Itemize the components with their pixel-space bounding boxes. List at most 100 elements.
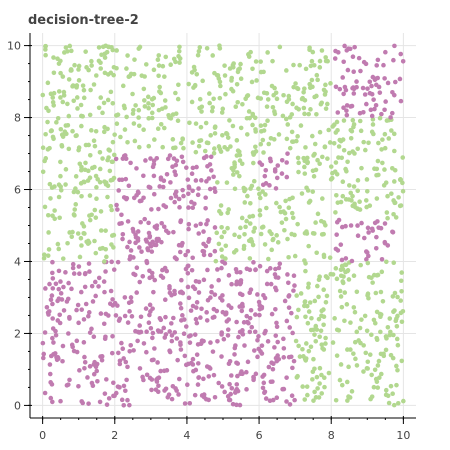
- scatter-point: [343, 87, 349, 93]
- scatter-point: [326, 127, 332, 133]
- scatter-point: [319, 372, 324, 378]
- scatter-point: [134, 166, 139, 171]
- scatter-point: [242, 200, 248, 205]
- scatter-point: [190, 165, 196, 171]
- scatter-point: [60, 358, 65, 364]
- scatter-point: [330, 170, 335, 176]
- scatter-point: [225, 327, 231, 332]
- scatter-point: [257, 195, 263, 201]
- scatter-point: [220, 259, 225, 264]
- scatter-point: [309, 77, 315, 83]
- scatter-point: [306, 243, 311, 249]
- scatter-point: [79, 164, 84, 170]
- scatter-point: [376, 84, 382, 90]
- scatter-point: [57, 312, 63, 318]
- scatter-point: [119, 340, 124, 346]
- scatter-point: [333, 160, 339, 165]
- scatter-point: [47, 371, 53, 377]
- scatter-point: [161, 325, 167, 331]
- scatter-point: [249, 324, 255, 330]
- scatter-point: [203, 195, 208, 200]
- scatter-point: [317, 58, 323, 64]
- scatter-point: [70, 229, 75, 235]
- scatter-point: [194, 320, 200, 326]
- scatter-point: [87, 112, 93, 118]
- scatter-point: [270, 104, 276, 110]
- scatter-point: [351, 351, 356, 356]
- scatter-point: [382, 167, 387, 172]
- scatter-point: [318, 328, 324, 334]
- scatter-point: [284, 99, 290, 105]
- scatter-point: [73, 174, 79, 179]
- scatter-point: [223, 243, 229, 249]
- scatter-point: [237, 402, 243, 408]
- scatter-point: [229, 78, 234, 83]
- scatter-point: [60, 99, 66, 105]
- scatter-point: [111, 245, 116, 250]
- scatter-point: [211, 174, 216, 180]
- scatter-point: [379, 371, 384, 377]
- scatter-point: [193, 121, 199, 126]
- scatter-point: [290, 101, 295, 107]
- scatter-point: [290, 330, 295, 336]
- scatter-point: [392, 200, 398, 205]
- scatter-point: [176, 376, 182, 382]
- scatter-point: [155, 126, 161, 132]
- scatter-point: [158, 177, 164, 182]
- scatter-point: [102, 70, 108, 76]
- scatter-point: [263, 328, 268, 334]
- scatter-point: [95, 177, 100, 182]
- scatter-point: [312, 332, 317, 337]
- scatter-point: [48, 353, 54, 359]
- scatter-point: [285, 272, 290, 277]
- scatter-point: [333, 266, 339, 271]
- scatter-point: [391, 332, 396, 338]
- scatter-point: [196, 48, 202, 54]
- scatter-point: [253, 312, 258, 317]
- scatter-point: [344, 302, 350, 307]
- scatter-point: [158, 329, 164, 334]
- scatter-point: [178, 301, 183, 306]
- scatter-point: [378, 289, 384, 295]
- scatter-point: [144, 372, 150, 378]
- scatter-point: [258, 141, 264, 147]
- scatter-point: [341, 91, 346, 97]
- scatter-point: [87, 193, 93, 198]
- scatter-point: [137, 245, 142, 250]
- scatter-point: [149, 387, 154, 393]
- scatter-point: [196, 375, 202, 380]
- scatter-point: [211, 306, 217, 312]
- scatter-point: [125, 397, 130, 403]
- scatter-point: [193, 305, 199, 310]
- scatter-point: [300, 346, 305, 352]
- scatter-point: [153, 387, 159, 392]
- scatter-point: [273, 333, 279, 338]
- scatter-point: [264, 205, 269, 211]
- y-tick-label: 6: [14, 184, 21, 197]
- scatter-point: [122, 127, 128, 132]
- scatter-point: [338, 294, 344, 299]
- scatter-point: [358, 340, 363, 346]
- scatter-point: [118, 134, 123, 140]
- scatter-point: [263, 192, 268, 197]
- scatter-point: [354, 363, 360, 368]
- scatter-point: [369, 372, 374, 378]
- scatter-point: [121, 103, 127, 109]
- scatter-point: [310, 377, 315, 382]
- scatter-point: [346, 394, 351, 399]
- scatter-point: [253, 267, 258, 273]
- scatter-point: [336, 328, 342, 333]
- scatter-point: [248, 186, 253, 191]
- scatter-point: [125, 53, 130, 58]
- scatter-point: [117, 221, 122, 227]
- scatter-point: [303, 268, 308, 274]
- scatter-point: [66, 113, 72, 119]
- scatter-point: [179, 243, 184, 248]
- scatter-point: [391, 402, 397, 408]
- scatter-point: [301, 105, 307, 111]
- scatter-point: [364, 177, 370, 182]
- scatter-point: [229, 385, 235, 391]
- scatter-point: [82, 231, 87, 236]
- scatter-point: [354, 329, 360, 335]
- scatter-point: [232, 160, 237, 165]
